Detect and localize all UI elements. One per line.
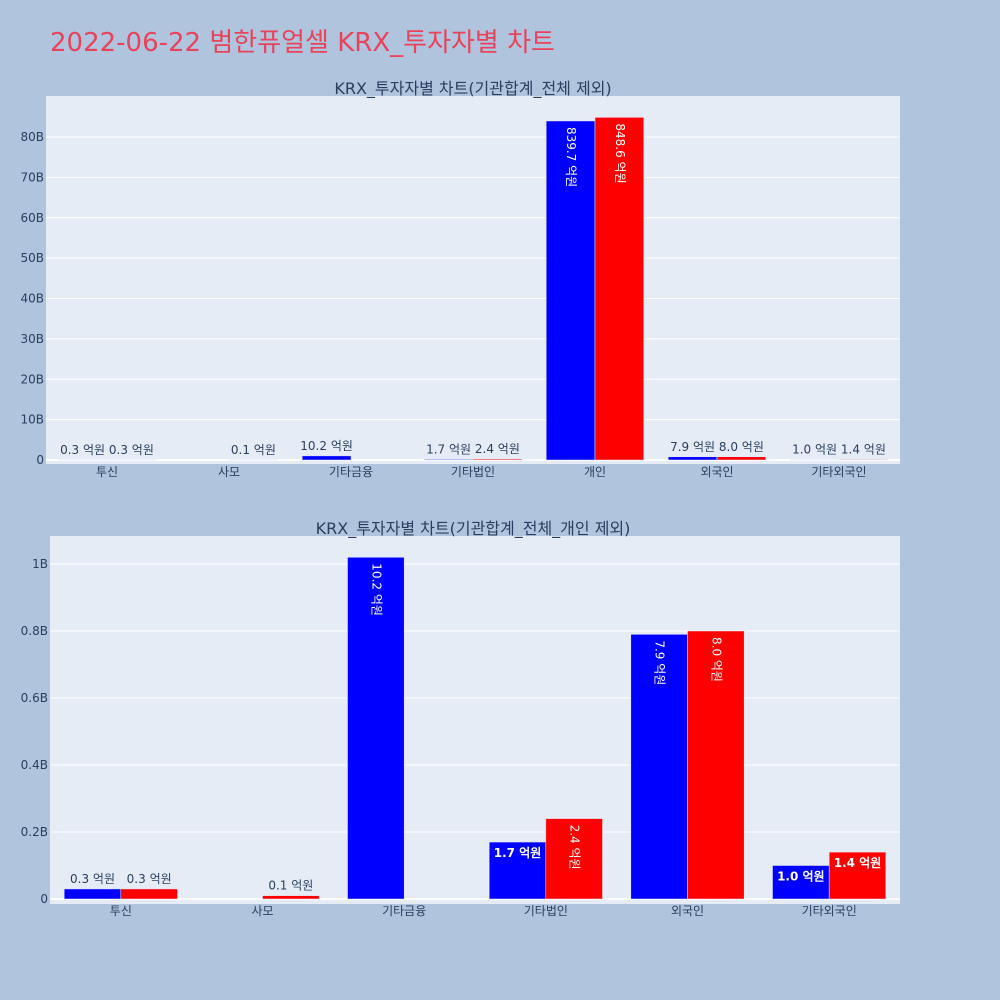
bar-sell-5 bbox=[716, 456, 767, 461]
bar-sell-4 bbox=[594, 117, 645, 461]
x-tick-label: 사모 bbox=[251, 904, 273, 918]
data-label: 848.6 억원 bbox=[613, 123, 627, 183]
data-label: 1.7 억원 bbox=[494, 846, 542, 860]
bar-sell-0 bbox=[106, 459, 157, 461]
x-tick-label: 기타외국인 bbox=[811, 465, 866, 479]
data-labels: 0.3 억원 0.3 억원 0.1 억원 10.2 억원 1.7 억원 2.4 억원 7.9… bbox=[70, 563, 881, 892]
data-label: 8.0 억원 bbox=[719, 440, 764, 454]
y-tick-label: 20B bbox=[20, 372, 44, 386]
axis-ticks: 0 10B 20B 30B 40B 50B 60B 70B 80B 투신 사모 기타금융 기타법인 개인 외… bbox=[20, 130, 866, 479]
data-label: 0.1 억원 bbox=[231, 443, 276, 457]
data-label: 839.7 억원 bbox=[564, 127, 578, 187]
gridlines bbox=[50, 563, 900, 900]
axis-ticks: 0 0.2B 0.4B 0.6B 0.8B 1B 투신 사모 기타금융 기타법인 외국인 기타외국인 bbox=[21, 557, 857, 918]
plot-area bbox=[46, 96, 900, 464]
y-tick-label: 1B bbox=[32, 557, 48, 571]
y-tick-label: 0 bbox=[40, 892, 48, 906]
y-tick-label: 0.8B bbox=[21, 624, 48, 638]
data-label: 1.7 억원 bbox=[426, 442, 471, 456]
data-label: 2.4 억원 bbox=[475, 442, 520, 456]
bar-buy-0 bbox=[63, 888, 122, 900]
data-label: 10.2 억원 bbox=[369, 563, 383, 616]
bars bbox=[63, 557, 887, 900]
bar-sell-3 bbox=[545, 818, 603, 900]
x-tick-label: 외국인 bbox=[671, 904, 704, 918]
x-tick-label: 기타법인 bbox=[451, 465, 495, 479]
y-tick-label: 0.4B bbox=[21, 758, 48, 772]
chart-investor-excl-individual: KRX_투자자별 차트(기관합계_전체_개인 제외) 0.3 억원 0.3 억원 0… bbox=[21, 519, 900, 918]
data-label: 0.1 억원 bbox=[268, 879, 313, 893]
data-label: 1.4 억원 bbox=[834, 856, 882, 870]
bar-buy-2 bbox=[347, 557, 405, 900]
plot-area bbox=[50, 536, 900, 904]
bars bbox=[57, 117, 889, 461]
y-tick-label: 80B bbox=[20, 130, 44, 144]
x-tick-label: 기타금융 bbox=[382, 904, 426, 918]
bar-buy-3 bbox=[488, 841, 547, 900]
x-tick-label: 기타법인 bbox=[524, 904, 568, 918]
data-labels: 0.3 억원 0.3 억원 0.1 억원 10.2 억원 1.7 억원 2.4 억원 839… bbox=[60, 123, 886, 457]
chart-investor-all: KRX_투자자별 차트(기관합계_전체 제외) 0.3 억원 0.3 억원 0.1 … bbox=[20, 79, 900, 479]
y-tick-label: 30B bbox=[20, 332, 44, 346]
data-label: 0.3 억원 bbox=[109, 443, 154, 457]
x-tick-label: 개인 bbox=[584, 465, 606, 479]
x-tick-label: 외국인 bbox=[700, 465, 733, 479]
bar-sell-4 bbox=[687, 630, 745, 900]
data-label: 0.3 억원 bbox=[60, 443, 105, 457]
y-tick-label: 40B bbox=[20, 292, 44, 306]
bar-sell-6 bbox=[838, 459, 889, 461]
page-title: 2022-06-22 범한퓨얼셀 KRX_투자자별 차트 bbox=[50, 28, 555, 58]
data-label: 0.3 억원 bbox=[70, 872, 115, 886]
data-label: 2.4 억원 bbox=[568, 825, 582, 870]
data-label: 0.3 억원 bbox=[127, 872, 172, 886]
data-label: 8.0 억원 bbox=[709, 637, 723, 682]
bar-sell-3 bbox=[472, 458, 523, 461]
bar-sell-0 bbox=[120, 888, 178, 900]
y-tick-label: 70B bbox=[20, 170, 44, 184]
data-label: 1.0 억원 bbox=[792, 443, 837, 457]
chart-title: KRX_투자자별 차트(기관합계_전체 제외) bbox=[334, 79, 611, 99]
bar-sell-1 bbox=[262, 895, 320, 900]
x-tick-label: 투신 bbox=[110, 904, 132, 918]
y-tick-label: 60B bbox=[20, 211, 44, 225]
y-tick-label: 0.6B bbox=[21, 691, 48, 705]
data-label: 7.9 억원 bbox=[653, 640, 667, 685]
x-tick-label: 기타금융 bbox=[329, 465, 373, 479]
bar-sell-5 bbox=[828, 851, 887, 900]
data-label: 10.2 억원 bbox=[300, 439, 353, 453]
x-tick-label: 기타외국인 bbox=[802, 904, 857, 918]
chart-title: KRX_투자자별 차트(기관합계_전체_개인 제외) bbox=[316, 519, 631, 539]
data-label: 1.0 억원 bbox=[777, 870, 825, 884]
x-tick-label: 사모 bbox=[218, 465, 240, 479]
x-tick-label: 투신 bbox=[96, 465, 118, 479]
bar-buy-2 bbox=[301, 455, 352, 461]
bar-buy-4 bbox=[630, 634, 688, 900]
bar-sell-1 bbox=[228, 459, 279, 461]
data-label: 7.9 억원 bbox=[670, 440, 715, 454]
data-label: 1.4 억원 bbox=[841, 442, 886, 456]
y-tick-label: 0 bbox=[36, 453, 44, 467]
y-tick-label: 0.2B bbox=[21, 825, 48, 839]
y-tick-label: 10B bbox=[20, 413, 44, 427]
bar-buy-4 bbox=[545, 120, 596, 461]
y-tick-label: 50B bbox=[20, 251, 44, 265]
